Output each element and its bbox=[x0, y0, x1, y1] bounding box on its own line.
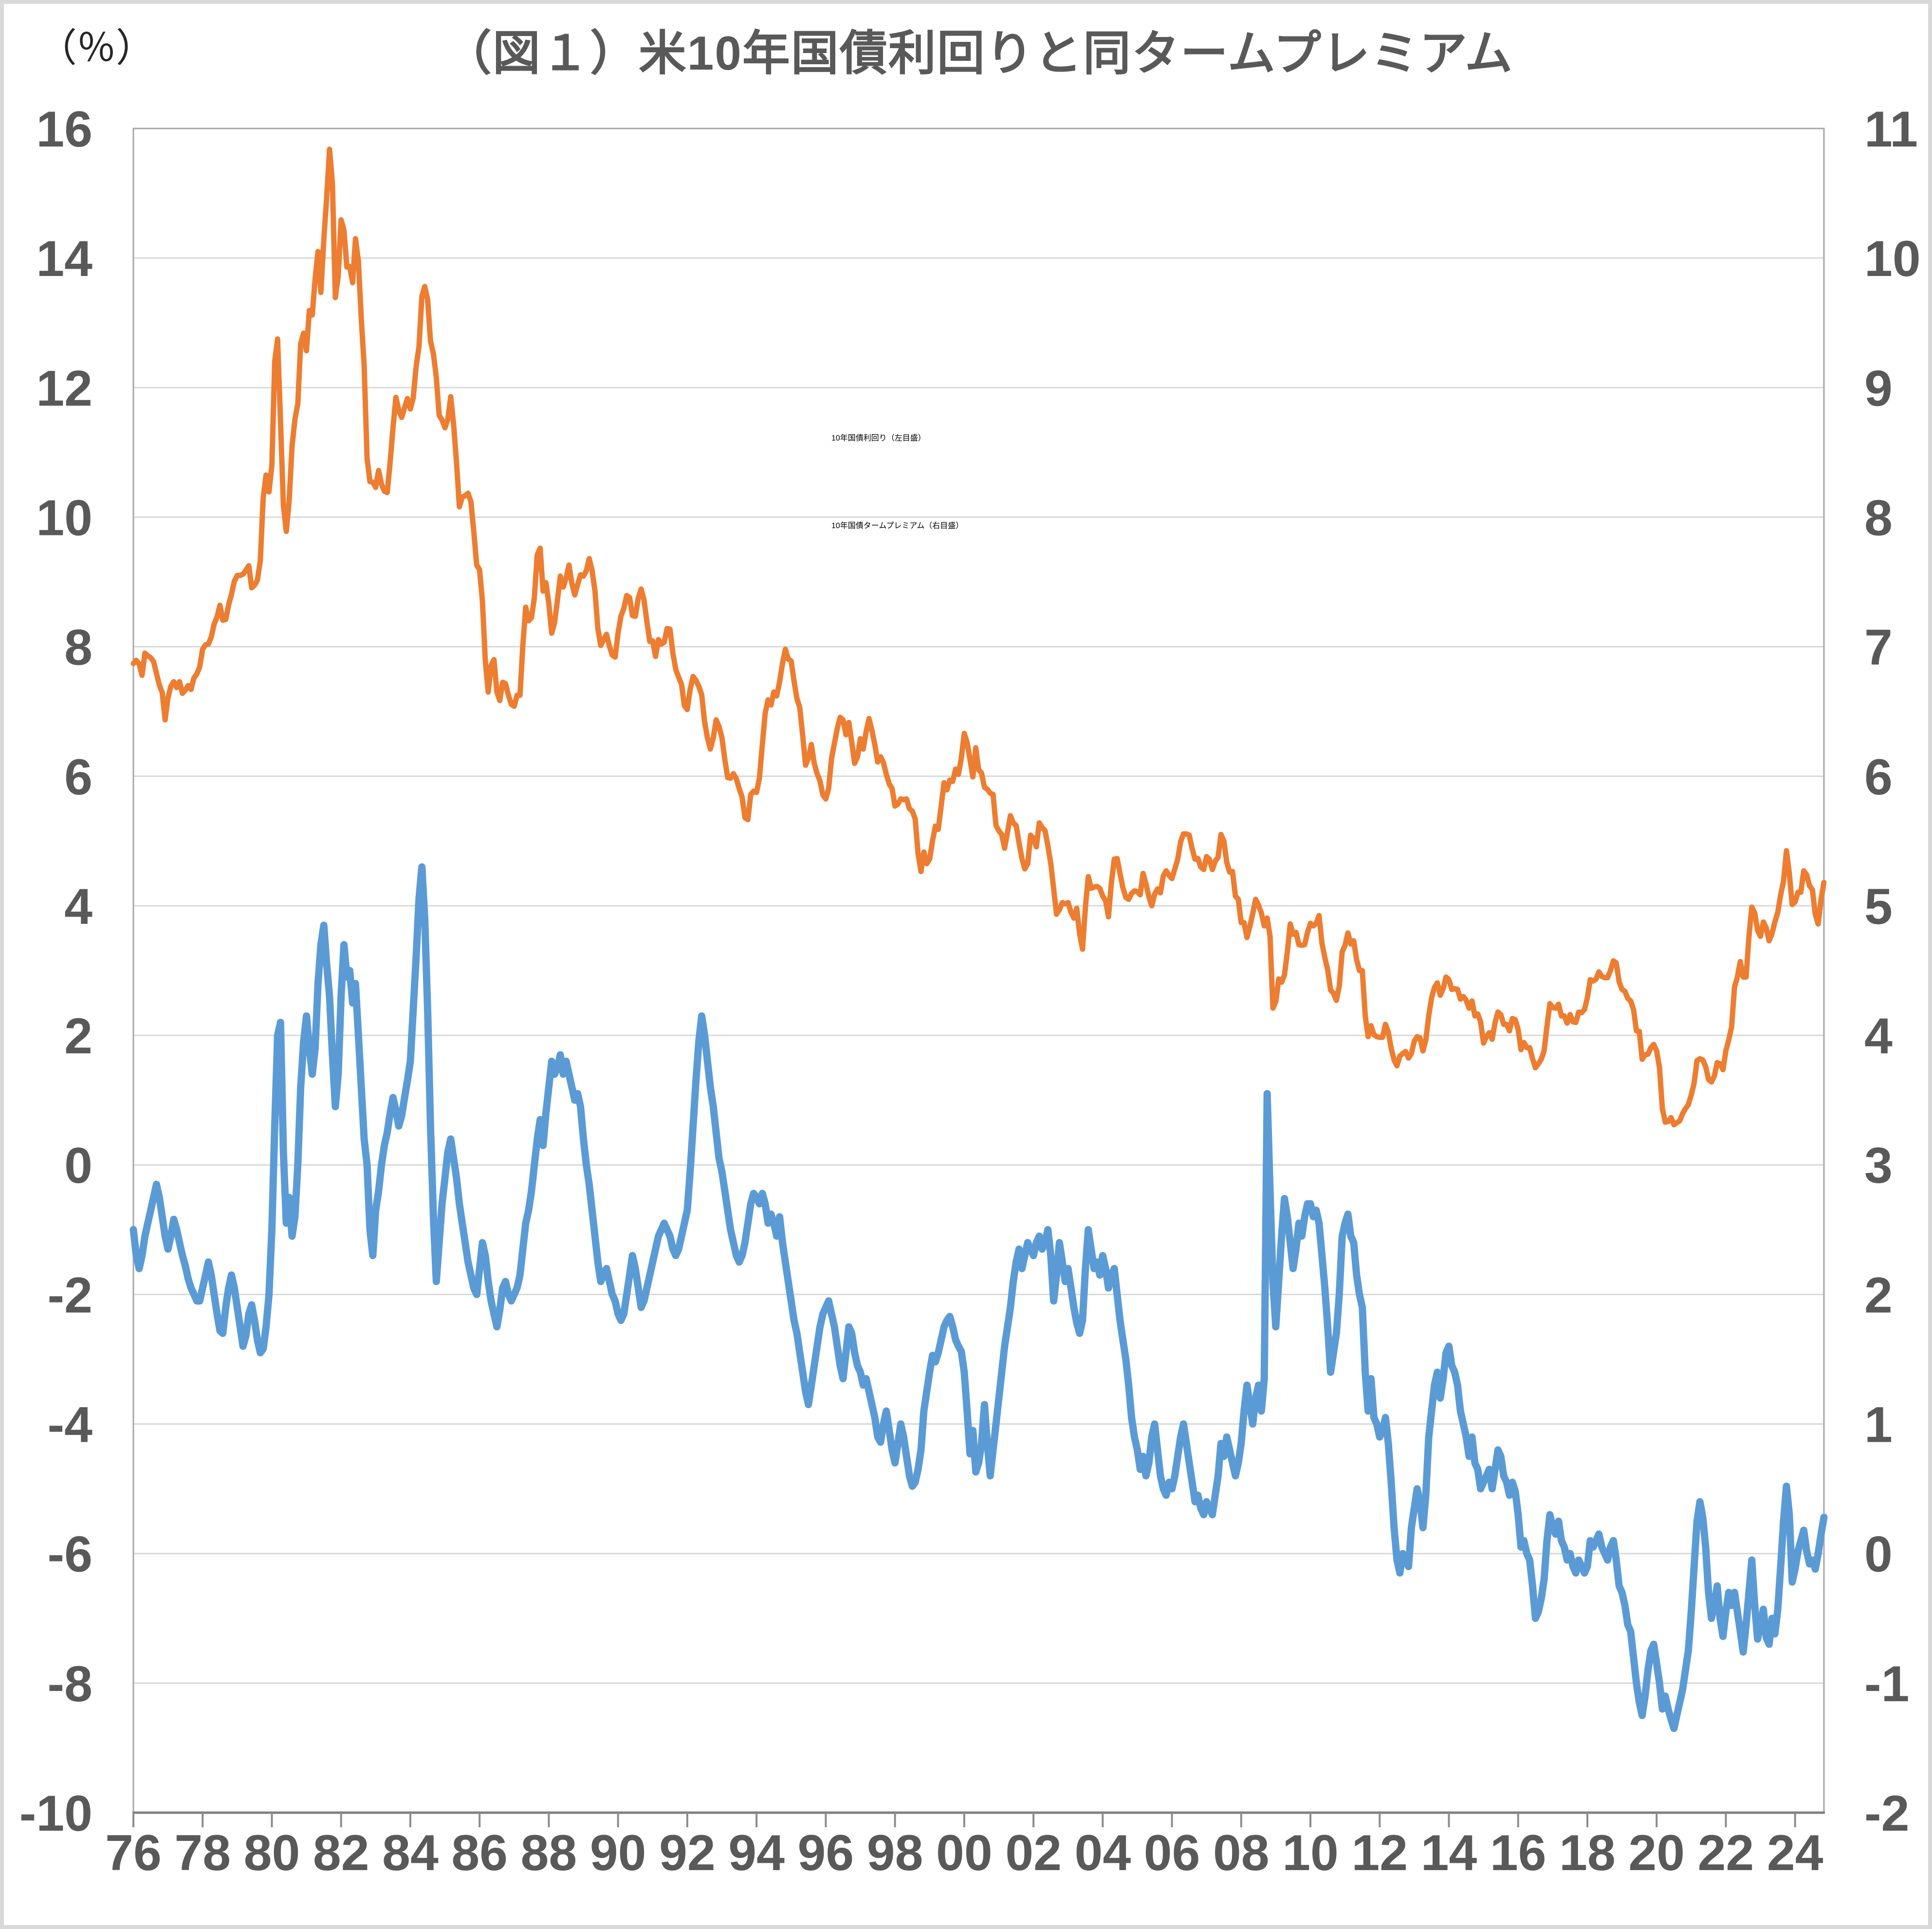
y-axis-right-label: 9 bbox=[1864, 360, 1893, 417]
y-axis-left-label: -2 bbox=[48, 1267, 92, 1323]
y-axis-right-label: 11 bbox=[1864, 101, 1918, 158]
y-axis-unit-label: （％） bbox=[38, 27, 155, 70]
y-axis-left-label: 16 bbox=[36, 101, 92, 158]
y-axis-left-label: 8 bbox=[64, 620, 92, 676]
y-axis-left-label: -10 bbox=[19, 1785, 92, 1842]
y-axis-left-label: 14 bbox=[36, 231, 92, 287]
yield-line bbox=[130, 147, 1827, 1128]
y-axis-right-label: 10 bbox=[1864, 231, 1921, 287]
term-premium-line bbox=[129, 863, 1828, 1732]
x-axis-label: 12 bbox=[1351, 1825, 1408, 1881]
x-axis-label: 22 bbox=[1698, 1825, 1754, 1881]
x-axis-label: 80 bbox=[244, 1825, 300, 1881]
x-axis-label: 86 bbox=[451, 1825, 508, 1881]
x-axis-label: 84 bbox=[382, 1825, 439, 1881]
y-axis-left-label: -6 bbox=[48, 1526, 92, 1583]
y-axis-left-label: 4 bbox=[64, 879, 92, 935]
x-axis-label: 92 bbox=[659, 1825, 716, 1881]
x-axis-label: 90 bbox=[590, 1825, 646, 1881]
x-axis-label: 10 bbox=[1282, 1825, 1339, 1881]
legend-item-yield: 10年国債利回り（左目盛） bbox=[831, 431, 1756, 443]
y-axis-right-label: -1 bbox=[1864, 1656, 1909, 1712]
legend-label-yield: 10年国債利回り（左目盛） bbox=[831, 434, 926, 442]
x-axis-label: 88 bbox=[521, 1825, 577, 1881]
x-axis-label: 94 bbox=[728, 1825, 785, 1881]
x-axis-label: 98 bbox=[867, 1825, 923, 1881]
y-axis-left-label: 0 bbox=[64, 1138, 92, 1194]
x-axis-label: 78 bbox=[174, 1825, 231, 1881]
x-axis-label: 82 bbox=[313, 1825, 369, 1881]
x-axis-label: 16 bbox=[1490, 1825, 1546, 1881]
y-axis-left-label: -8 bbox=[48, 1656, 92, 1712]
x-axis-label: 06 bbox=[1144, 1825, 1200, 1881]
y-axis-right-label: -2 bbox=[1864, 1785, 1909, 1842]
y-axis-left-label: 12 bbox=[36, 360, 92, 417]
x-axis-label: 08 bbox=[1213, 1825, 1270, 1881]
x-axis-label: 18 bbox=[1559, 1825, 1616, 1881]
plot-area: 1614121086420-2-4-6-8-1011109876543210-1… bbox=[19, 101, 1921, 1881]
y-axis-left-label: 6 bbox=[64, 749, 92, 806]
y-axis-right-label: 2 bbox=[1864, 1267, 1893, 1323]
x-axis-label: 02 bbox=[1005, 1825, 1062, 1881]
y-axis-left-label: 2 bbox=[64, 1008, 92, 1065]
x-axis-label: 04 bbox=[1075, 1825, 1131, 1881]
x-axis-label: 24 bbox=[1767, 1825, 1823, 1881]
x-axis-label: 00 bbox=[936, 1825, 993, 1881]
y-axis-right-label: 1 bbox=[1864, 1397, 1893, 1453]
y-axis-right-label: 6 bbox=[1864, 749, 1893, 806]
legend-label-term-premium: 10年国債タームプレミアム（右目盛） bbox=[831, 522, 964, 530]
y-axis-left-label: 10 bbox=[36, 490, 92, 546]
y-axis-right-label: 7 bbox=[1864, 620, 1893, 676]
x-axis-label: 14 bbox=[1421, 1825, 1477, 1881]
x-axis-label: 96 bbox=[798, 1825, 854, 1881]
chart-title: （図１）米10年国債利回りと同タームプレミアム bbox=[443, 26, 1514, 80]
y-axis-right-label: 3 bbox=[1864, 1138, 1893, 1194]
x-axis-label: 76 bbox=[105, 1825, 162, 1881]
y-axis-right-label: 0 bbox=[1864, 1526, 1893, 1583]
y-axis-right-label: 8 bbox=[1864, 490, 1893, 546]
y-axis-right-label: 4 bbox=[1864, 1008, 1893, 1065]
x-axis-label: 20 bbox=[1628, 1825, 1685, 1881]
y-axis-left-label: -4 bbox=[48, 1397, 93, 1453]
y-axis-right-label: 5 bbox=[1864, 879, 1893, 935]
legend-item-term-premium: 10年国債タームプレミアム（右目盛） bbox=[831, 519, 1756, 531]
